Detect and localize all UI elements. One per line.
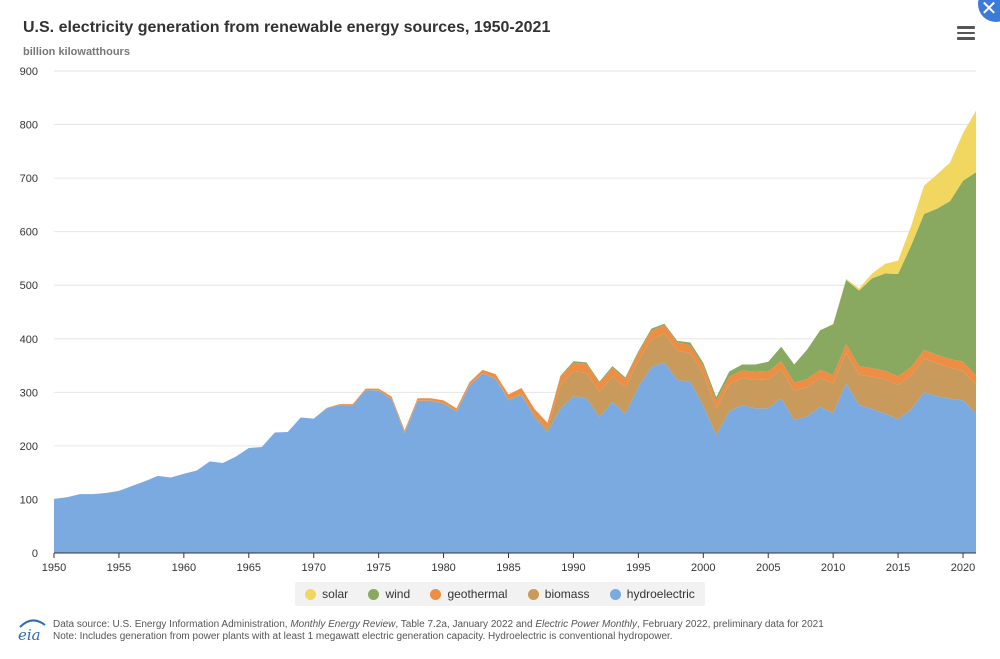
x-tick-label: 1995 [626,562,650,574]
y-tick-label: 500 [20,280,38,292]
x-tick-label: 1990 [561,562,585,574]
x-tick-label: 1985 [496,562,520,574]
legend-swatch [368,588,380,600]
x-tick-label: 1970 [301,562,325,574]
legend-label: biomass [544,587,590,601]
x-tick-label: 1955 [107,562,131,574]
svg-text:eia: eia [18,626,41,643]
hamburger-menu-icon[interactable] [957,26,975,42]
legend-swatch [430,588,442,600]
x-tick-label: 1950 [42,562,66,574]
y-tick-label: 400 [20,334,38,346]
y-tick-label: 700 [20,173,38,185]
axes: 0 100 200 300 400 500 600 700 800 900 1950 1955 1960… [20,66,976,574]
legend-label: wind [385,587,411,601]
legend-swatch [527,588,539,600]
legend-item-wind[interactable]: wind [368,587,410,601]
y-tick-label: 100 [20,494,38,506]
x-tick-label: 2010 [821,562,845,574]
chart-title: U.S. electricity generation from renewab… [23,19,551,36]
legend-swatch [609,588,621,600]
eia-logo: eia [18,619,46,643]
close-icon[interactable]: ✕ [978,0,1000,22]
y-tick-label: 300 [20,387,38,399]
chart-subtitle: billion kilowatthours [23,46,130,58]
legend-item-geothermal[interactable]: geothermal [430,587,507,601]
y-tick-label: 0 [32,548,38,560]
note-line: Note: Includes generation from power pla… [53,631,673,642]
x-tick-label: 2020 [951,562,975,574]
x-tick-label: 2005 [756,562,780,574]
x-tick-label: 1975 [366,562,390,574]
legend-item-hydroelectric[interactable]: hydroelectric [609,587,695,601]
x-tick-label: 2000 [691,562,715,574]
series-areas [54,110,976,553]
y-tick-label: 200 [20,441,38,453]
legend: solar wind geothermal biomass hydroelectric [295,582,705,606]
x-tick-label: 1960 [172,562,196,574]
y-tick-label: 800 [20,120,38,132]
chart-area: 0 100 200 300 400 500 600 700 800 900 1950 1955 1960… [20,66,976,574]
y-tick-label: 900 [20,66,38,78]
legend-item-solar[interactable]: solar [305,587,348,601]
legend-item-biomass[interactable]: biomass [527,587,590,601]
legend-swatch [305,588,317,600]
data-source-line: Data source: U.S. Energy Information Adm… [53,619,824,630]
x-tick-label: 2015 [886,562,910,574]
x-tick-label: 1980 [431,562,455,574]
footer-note: Data source: U.S. Energy Information Adm… [53,619,824,643]
x-tick-label: 1965 [237,562,261,574]
legend-label: geothermal [447,587,508,601]
y-tick-label: 600 [20,227,38,239]
legend-label: hydroelectric [626,587,695,601]
area-hydroelectric[interactable] [54,362,976,553]
legend-label: solar [322,587,349,601]
